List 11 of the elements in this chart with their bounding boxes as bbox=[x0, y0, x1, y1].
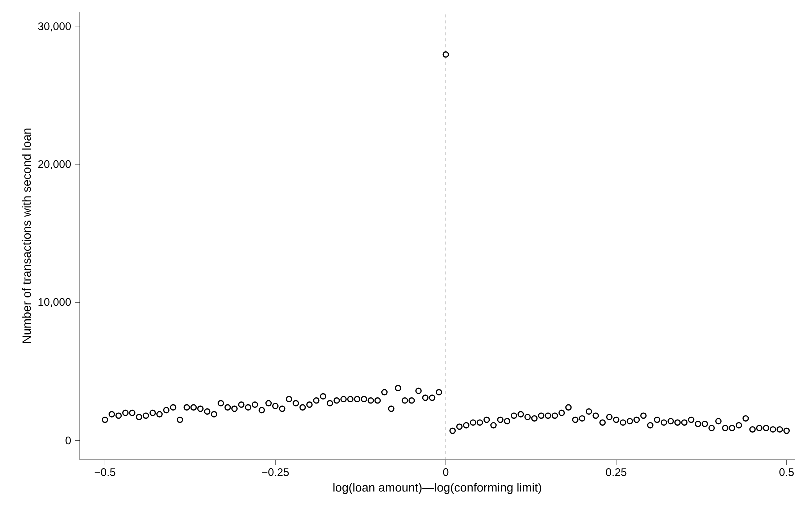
y-tick-label: 20,000 bbox=[38, 160, 72, 170]
y-tick-label: 0 bbox=[66, 436, 72, 445]
y-axis-title: Number of transactions with second loan bbox=[22, 128, 32, 343]
x-axis-title: log(loan amount)—log(conforming limit) bbox=[334, 483, 542, 494]
y-tick-label: 30,000 bbox=[38, 22, 72, 32]
x-tick-label: 0.5 bbox=[780, 468, 794, 476]
x-tick-label: 0 bbox=[443, 468, 449, 476]
x-tick-label: −0.25 bbox=[262, 468, 290, 476]
x-tick-label: 0.25 bbox=[606, 468, 627, 476]
y-tick-label: 10,000 bbox=[38, 298, 72, 308]
x-tick-label: −0.5 bbox=[94, 468, 116, 476]
